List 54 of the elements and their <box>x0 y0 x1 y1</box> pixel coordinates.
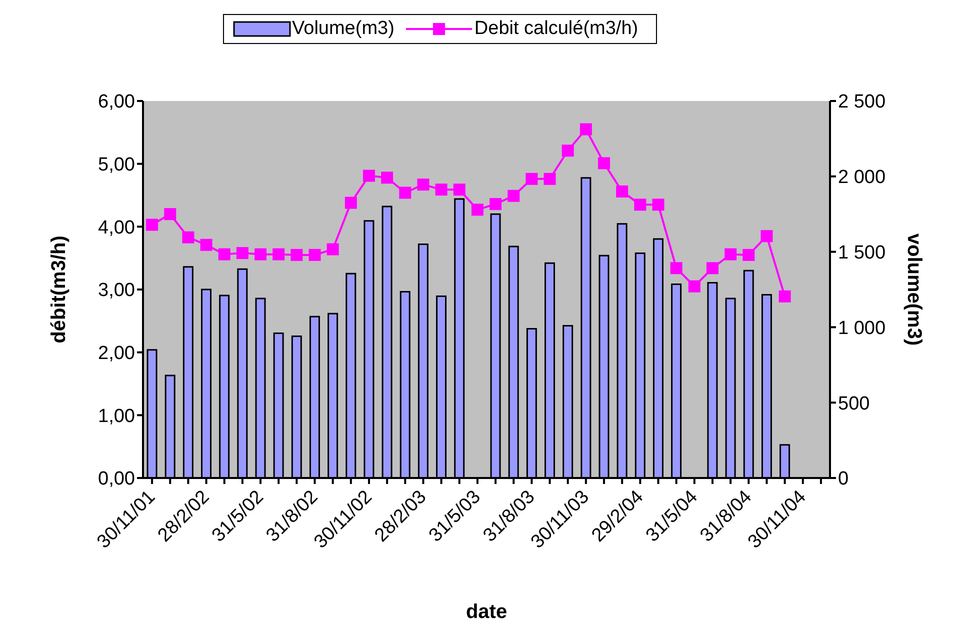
point <box>508 190 520 202</box>
point <box>236 247 248 260</box>
point <box>218 248 230 260</box>
y2-tick-label: 0 <box>838 468 849 490</box>
point <box>706 262 718 274</box>
y2-tick-label: 500 <box>838 393 870 414</box>
y2-tick-label: 2 500 <box>838 92 886 113</box>
point <box>760 230 773 242</box>
y-tick-label: 1,00 <box>98 406 135 427</box>
point <box>598 157 610 170</box>
point <box>778 290 791 302</box>
y-tick-label: 2,00 <box>98 343 135 364</box>
point <box>688 280 700 292</box>
point <box>182 231 194 244</box>
y2-tick-label: 1 000 <box>838 318 886 339</box>
y-tick-label: 5,00 <box>98 154 135 176</box>
y2-axis-title: volume(m3) <box>902 233 925 346</box>
y-tick-label: 6,00 <box>98 92 135 113</box>
legend-label: Volume(m3) <box>292 18 394 40</box>
point <box>164 208 176 220</box>
y-tick-label: 0,00 <box>98 468 135 490</box>
point <box>634 198 646 211</box>
point <box>399 186 412 199</box>
legend-label: Debit calculé(m3/h) <box>474 18 638 40</box>
point <box>146 218 158 231</box>
y2-tick-label: 1 500 <box>838 242 886 264</box>
point <box>417 178 430 191</box>
point <box>254 248 267 260</box>
point <box>362 170 375 182</box>
x-axis-title: date <box>466 601 508 623</box>
y-axis-title: débit(m3/h) <box>48 236 70 344</box>
point <box>344 196 357 209</box>
point <box>490 198 502 210</box>
point <box>326 243 339 256</box>
point <box>580 123 592 136</box>
point <box>670 262 682 274</box>
point <box>742 248 755 261</box>
y-tick-label: 4,00 <box>98 217 135 238</box>
y2-tick-label: 2 000 <box>838 167 886 188</box>
point <box>200 238 212 251</box>
point <box>544 172 556 185</box>
point <box>471 204 484 216</box>
point <box>272 248 285 260</box>
y-tick-label: 3,00 <box>98 280 135 302</box>
point <box>652 198 664 211</box>
point <box>381 172 394 184</box>
point <box>435 184 448 196</box>
point <box>562 144 574 157</box>
point <box>290 248 303 261</box>
point <box>526 172 538 185</box>
point <box>453 184 466 196</box>
point <box>308 248 321 261</box>
point <box>724 248 737 260</box>
point <box>616 185 628 198</box>
